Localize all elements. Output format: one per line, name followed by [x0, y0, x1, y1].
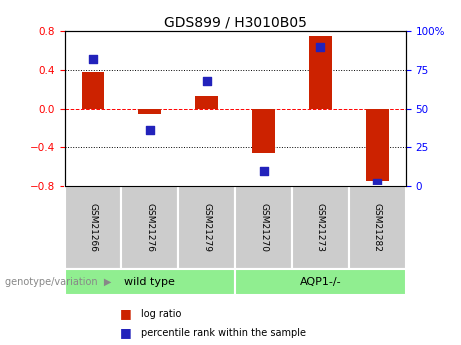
Bar	[65, 186, 121, 269]
Text: AQP1-/-: AQP1-/-	[300, 277, 341, 287]
Text: genotype/variation  ▶: genotype/variation ▶	[5, 277, 111, 287]
Text: ■: ■	[120, 326, 131, 339]
Text: GSM21276: GSM21276	[145, 203, 154, 252]
Text: GSM21270: GSM21270	[259, 203, 268, 252]
Bar	[65, 269, 235, 295]
Bar	[292, 186, 349, 269]
Text: GSM21279: GSM21279	[202, 203, 211, 252]
Bar	[309, 36, 332, 109]
Text: percentile rank within the sample: percentile rank within the sample	[141, 328, 306, 338]
Point	[146, 128, 154, 133]
Text: log ratio: log ratio	[141, 309, 181, 319]
Text: wild type: wild type	[124, 277, 175, 287]
Title: GDS899 / H3010B05: GDS899 / H3010B05	[164, 16, 307, 30]
Bar	[195, 96, 218, 109]
Bar	[178, 186, 235, 269]
Point	[260, 168, 267, 174]
Bar	[366, 109, 389, 181]
Bar	[82, 72, 104, 109]
Bar	[349, 186, 406, 269]
Text: GSM21266: GSM21266	[89, 203, 97, 252]
Bar	[121, 186, 178, 269]
Bar	[235, 269, 406, 295]
Bar	[138, 109, 161, 115]
Point	[373, 180, 381, 186]
Bar	[252, 109, 275, 153]
Point	[317, 44, 324, 49]
Text: ■: ■	[120, 307, 131, 321]
Point	[203, 78, 210, 83]
Text: GSM21282: GSM21282	[373, 203, 382, 252]
Text: GSM21273: GSM21273	[316, 203, 325, 252]
Point	[89, 56, 97, 62]
Bar	[235, 186, 292, 269]
